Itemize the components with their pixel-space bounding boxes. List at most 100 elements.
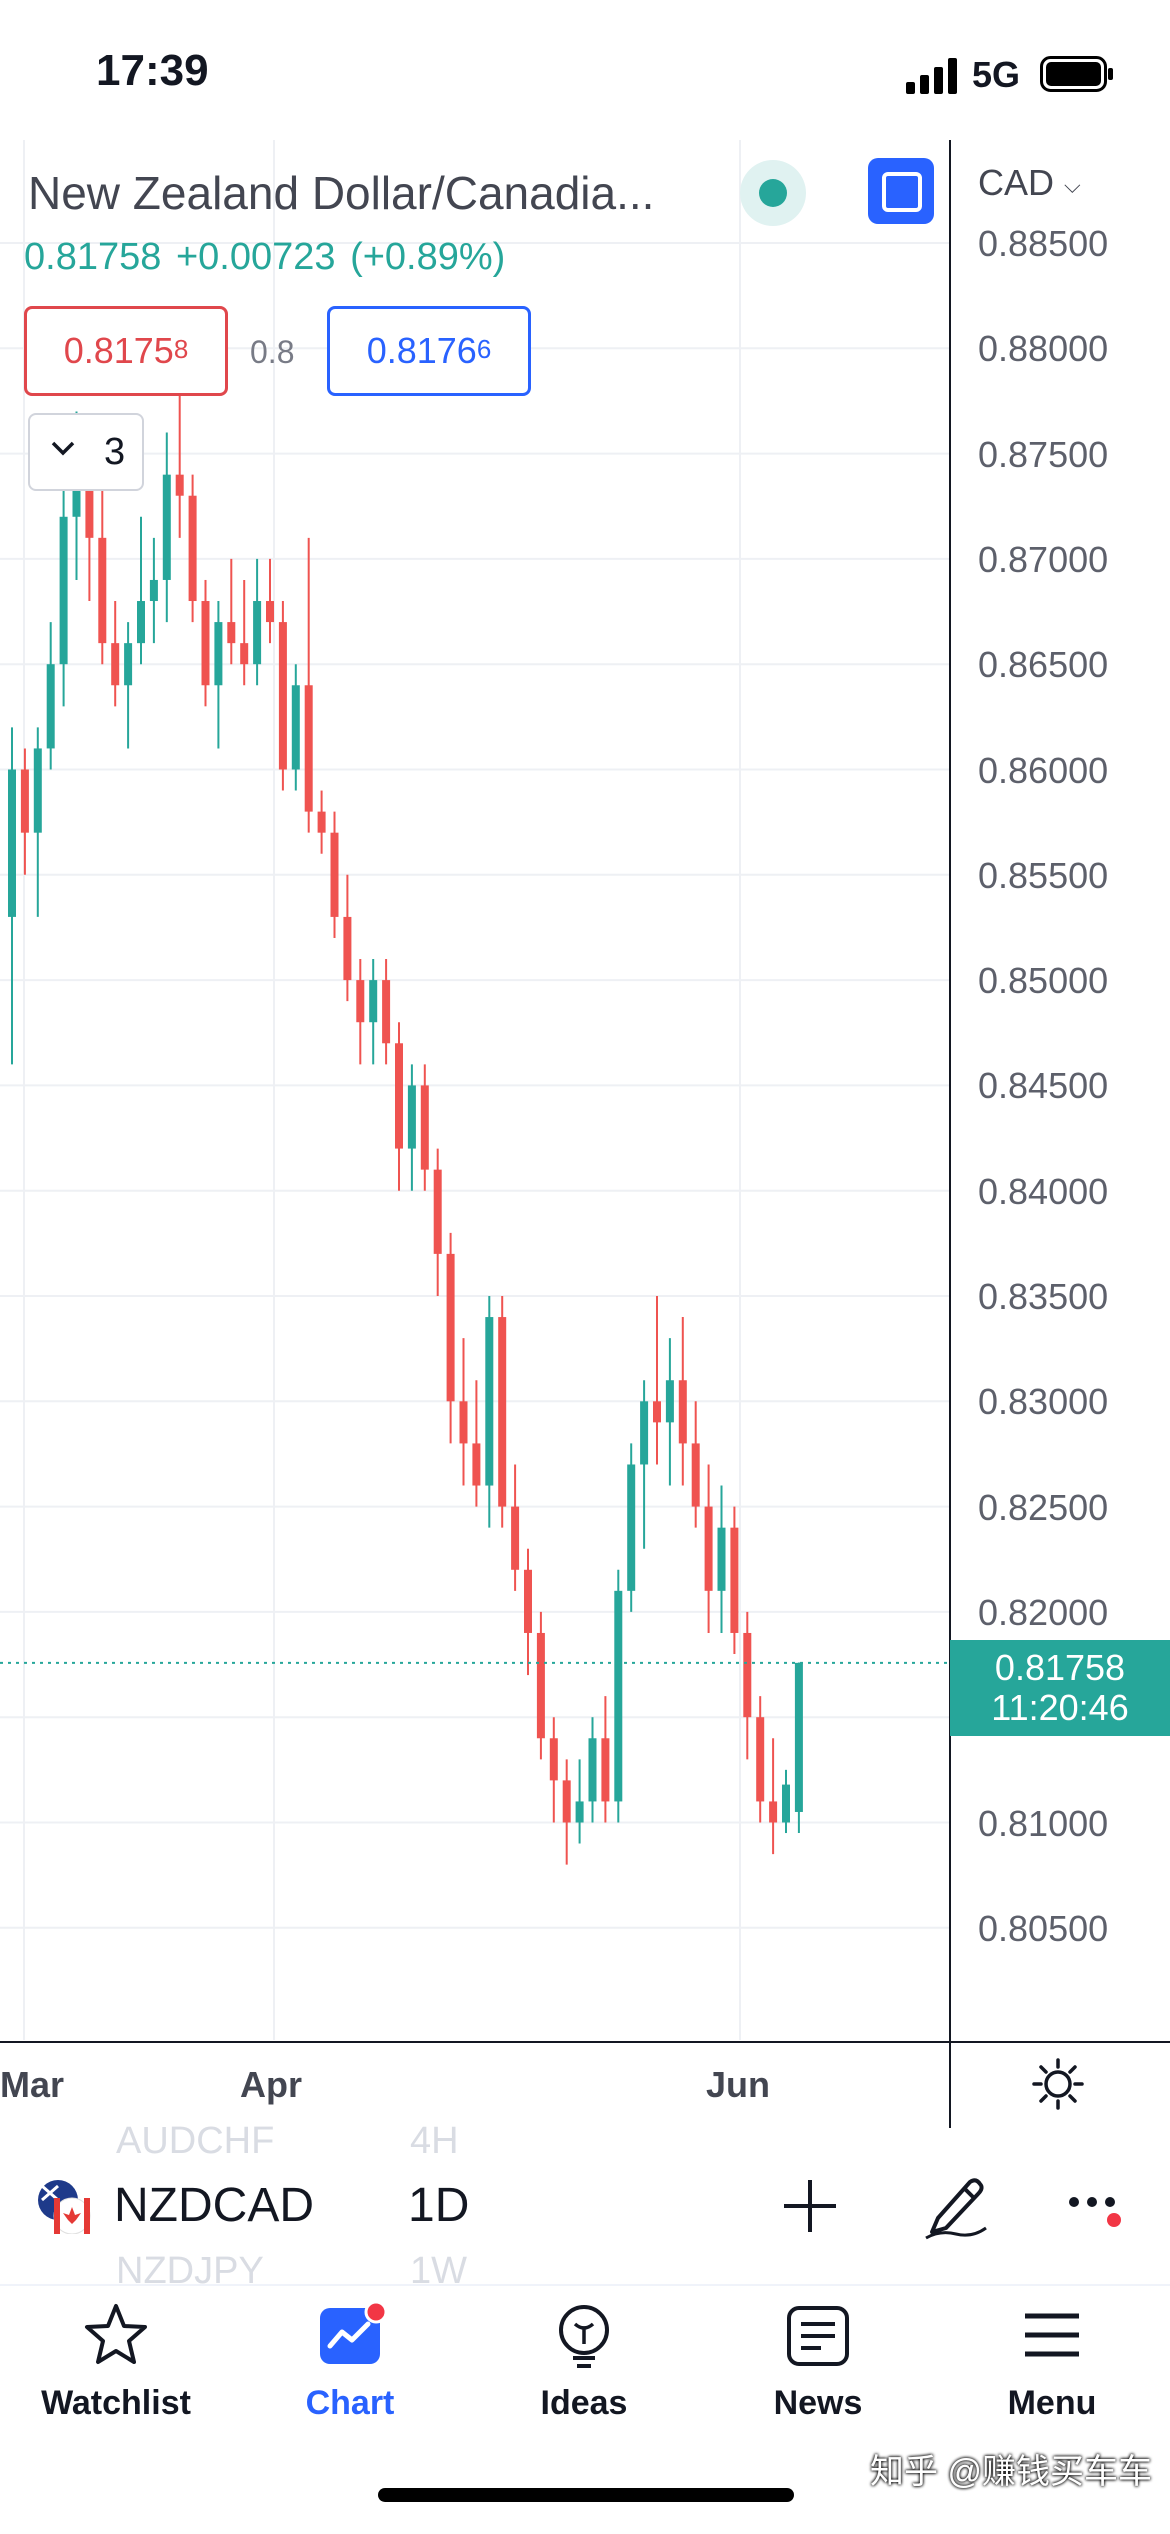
tab-label-menu: Menu	[1007, 2384, 1097, 2422]
ghost-interval-above: 4H	[410, 2120, 459, 2162]
network-label: 5G	[972, 54, 1021, 95]
buy-price: 0.8176	[366, 330, 477, 371]
price-axis-label: 0.85500	[978, 854, 1109, 896]
last-price-tag-value: 0.81758	[994, 1647, 1126, 1688]
candle-body	[743, 1632, 752, 1718]
buy-price-pip: 6	[476, 333, 492, 364]
candle-body	[395, 1043, 403, 1149]
chart-settings-gear-icon[interactable]	[1030, 2056, 1086, 2112]
market-open-dot-icon	[759, 179, 787, 207]
tab-watchlist[interactable]: Watchlist	[16, 2300, 216, 2423]
chart-canvas[interactable]	[0, 140, 1170, 2130]
price-axis-label: 0.84000	[978, 1170, 1109, 1212]
drawing-pen-icon[interactable]	[920, 2168, 994, 2242]
candle-body	[588, 1738, 597, 1802]
star-icon	[85, 2304, 147, 2364]
candle-body	[717, 1527, 726, 1591]
price-axis-label: 0.83000	[978, 1381, 1109, 1423]
candle-body	[214, 622, 223, 686]
candle-body	[549, 1738, 558, 1781]
candle-body	[665, 1380, 674, 1423]
candle-body	[420, 1085, 429, 1170]
watermark: 知乎 @赚钱买车车	[870, 2453, 1152, 2491]
candle-body	[137, 601, 145, 644]
spread-label: 0.8	[250, 334, 295, 370]
interval-selector[interactable]: 1D	[408, 2179, 470, 2232]
price-axis-label: 0.80500	[978, 1907, 1109, 1949]
candle-body	[446, 1253, 455, 1402]
price-axis-label: 0.86500	[978, 644, 1109, 686]
candle-body	[640, 1401, 649, 1465]
nzd-cad-flag-icon	[38, 2180, 91, 2234]
add-icon[interactable]	[778, 2174, 842, 2238]
candle-body	[149, 579, 158, 602]
symbol-strip[interactable]	[0, 2128, 1170, 2283]
candle-body	[485, 1317, 494, 1486]
candle-body	[730, 1527, 739, 1633]
candle-body	[433, 1169, 442, 1254]
tab-chart[interactable]: Chart	[250, 2300, 450, 2423]
time-axis-label-jun: Jun	[706, 2064, 771, 2105]
indicators-count: 3	[104, 431, 126, 473]
sell-price: 0.8175	[63, 330, 174, 371]
lightbulb-icon	[559, 2305, 609, 2368]
tab-label-ideas: Ideas	[540, 2384, 628, 2422]
sell-button[interactable]: 0.8175 8	[24, 306, 228, 396]
price-change: +0.00723	[175, 236, 336, 278]
candle-body	[769, 1801, 778, 1823]
menu-icon	[1025, 2313, 1079, 2357]
candle-body	[575, 1801, 584, 1823]
candle-body	[253, 601, 262, 665]
fullscreen-icon	[882, 172, 922, 212]
tab-ideas[interactable]: Ideas	[484, 2300, 684, 2423]
candle-body	[459, 1401, 468, 1444]
candle-body	[304, 685, 313, 812]
price-axis-label: 0.87500	[978, 433, 1109, 475]
candle-body	[278, 622, 287, 770]
candle-body	[20, 769, 29, 833]
price-axis-label: 0.82000	[978, 1591, 1109, 1633]
candle-body	[46, 664, 55, 749]
currency-selector[interactable]: CAD ⌵	[978, 162, 1081, 204]
price-axis-label: 0.88500	[978, 223, 1109, 264]
tab-menu[interactable]: Menu	[952, 2300, 1152, 2423]
tab-label-chart: Chart	[305, 2384, 395, 2422]
candle-body	[472, 1443, 481, 1486]
currency-label: CAD	[978, 162, 1055, 203]
bar-countdown: 11:20:46	[991, 1687, 1129, 1728]
candle-body	[98, 537, 107, 644]
candle-body	[240, 643, 249, 665]
last-price-tag: 0.81758 11:20:46	[950, 1640, 1170, 1736]
signal-icon	[906, 58, 957, 94]
price-axis-label: 0.87000	[978, 538, 1109, 580]
candle-body	[8, 769, 16, 917]
indicators-toggle-button[interactable]: 3	[28, 413, 144, 491]
ghost-symbol-above: AUDCHF	[116, 2120, 275, 2162]
candle-body	[317, 811, 326, 833]
candle-body	[382, 980, 391, 1044]
candle-body	[653, 1401, 661, 1423]
candle-body	[356, 980, 365, 1023]
candle-body	[562, 1780, 571, 1823]
price-axis-label: 0.88000	[978, 328, 1109, 370]
home-indicator[interactable]	[378, 2488, 794, 2502]
candle-body	[162, 474, 171, 580]
more-options-icon[interactable]	[1066, 2190, 1130, 2230]
buy-button[interactable]: 0.8176 6	[327, 306, 531, 396]
price-axis-label: 0.86000	[978, 749, 1109, 791]
candle-body	[227, 622, 236, 644]
time-axis-label-mar: Mar	[0, 2064, 65, 2105]
tab-label-news: News	[773, 2384, 863, 2422]
candle-body	[124, 643, 133, 686]
fullscreen-button[interactable]	[868, 158, 934, 224]
candle-body	[601, 1738, 610, 1802]
candle-body	[756, 1717, 765, 1802]
symbol-code[interactable]: NZDCAD	[114, 2179, 314, 2232]
price-axis-label: 0.84500	[978, 1065, 1109, 1107]
tab-news[interactable]: News	[718, 2300, 918, 2423]
price-change-percent: (+0.89%)	[350, 236, 506, 278]
symbol-title[interactable]: New Zealand Dollar/Canadia...	[28, 167, 655, 219]
price-axis-label: 0.85000	[978, 960, 1109, 1002]
chart-area[interactable]	[0, 140, 1170, 2128]
candle-body	[343, 916, 352, 981]
